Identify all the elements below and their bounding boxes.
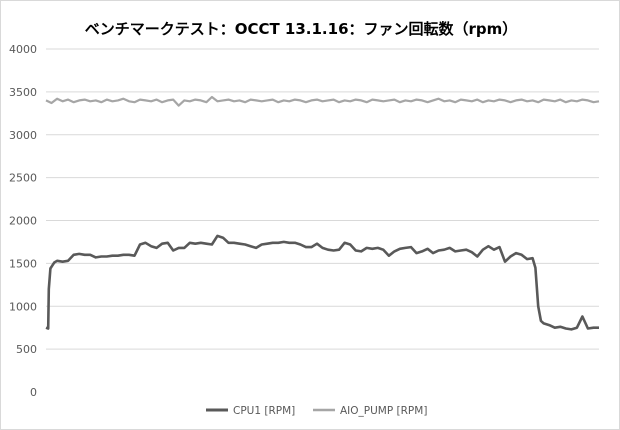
series-line-aio-pump	[45, 95, 600, 107]
y-tick-label: 1000	[9, 300, 37, 313]
y-tick-label: 4000	[9, 43, 37, 56]
y-tick-label: 3000	[9, 129, 37, 142]
y-tick-label: 2500	[9, 172, 37, 185]
y-axis-tick-labels: 0 500 1000 1500 2000 2500 3000 3500 4000	[9, 43, 37, 399]
chart-title: ベンチマークテスト：OCCT 13.1.16：ファン回転数（rpm）	[85, 20, 518, 38]
y-tick-label: 0	[30, 386, 37, 399]
y-tick-label: 1500	[9, 257, 37, 270]
y-tick-label: 3500	[9, 86, 37, 99]
legend-label-aio-pump: AIO_PUMP [RPM]	[340, 405, 427, 417]
gridlines	[46, 48, 599, 350]
series-lines	[45, 95, 600, 331]
series-line-cpu1	[45, 234, 599, 331]
y-tick-label: 2000	[9, 215, 37, 228]
legend: CPU1 [RPM] AIO_PUMP [RPM]	[206, 405, 427, 417]
y-tick-label: 500	[16, 343, 37, 356]
legend-label-cpu1: CPU1 [RPM]	[233, 405, 295, 417]
